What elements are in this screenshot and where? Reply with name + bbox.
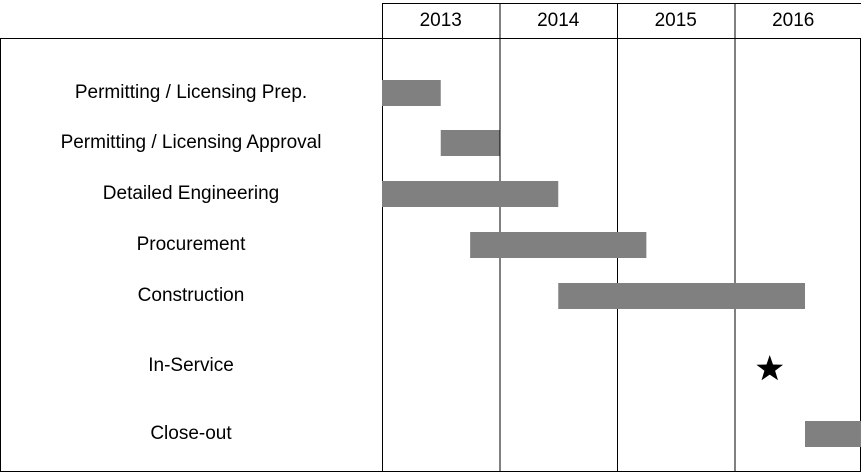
task-bar (805, 421, 861, 447)
task-label: Close-out (150, 423, 232, 444)
task-bar (440, 130, 500, 156)
task-bar (382, 80, 441, 106)
task-label: In-Service (148, 355, 234, 376)
task-label: Detailed Engineering (103, 183, 279, 204)
task-label: Permitting / Licensing Prep. (75, 82, 307, 103)
milestone-star (756, 355, 784, 381)
task-bar (470, 232, 647, 258)
year-label: 2016 (772, 10, 814, 31)
year-label: 2015 (655, 10, 697, 31)
year-label: 2013 (420, 10, 462, 31)
task-bar (558, 283, 805, 309)
task-label: Construction (138, 285, 245, 306)
task-label: Permitting / Licensing Approval (61, 132, 322, 153)
task-label: Procurement (137, 234, 246, 255)
task-bar (382, 181, 559, 207)
year-label: 2014 (537, 10, 580, 31)
